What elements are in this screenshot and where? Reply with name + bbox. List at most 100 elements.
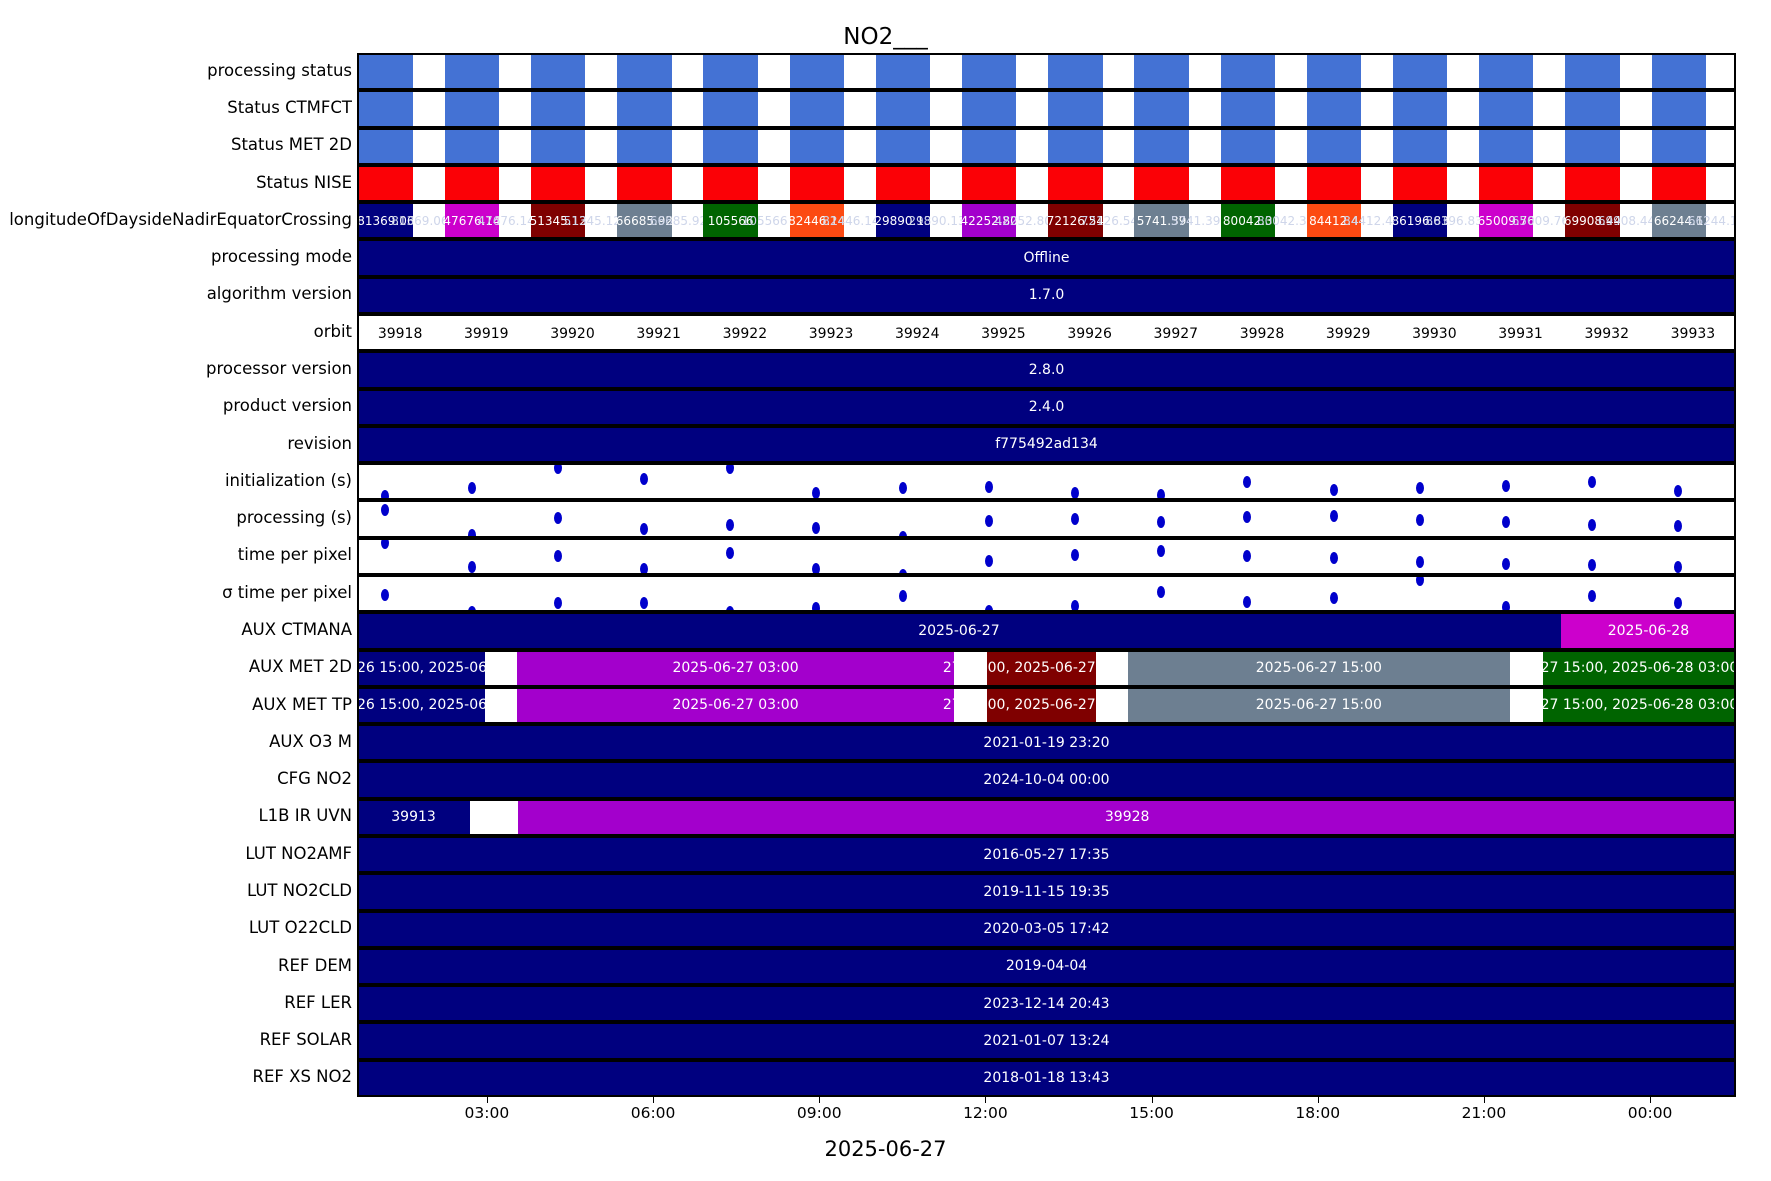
- aux-met-2d-segment: 2025-06-27 03:00: [516, 651, 955, 685]
- longitude-block: 65009.76: [1478, 204, 1535, 238]
- status-nise-band: [1220, 166, 1275, 201]
- row-label-processing-status: processing status: [207, 60, 352, 80]
- status-ctmfct-band: [962, 92, 1017, 126]
- longitude-block-overlap-label: 81369.06: [391, 213, 449, 228]
- x-axis-tick: [1483, 1097, 1485, 1103]
- row-label-l1b-ir-uvn: L1B IR UVN: [258, 806, 352, 826]
- data-point: [812, 562, 821, 573]
- aux-met-tp-segment: 2025-06-27 03:00: [516, 688, 955, 723]
- status-nise-band: [1392, 166, 1448, 201]
- data-point: [1070, 600, 1079, 611]
- data-point: [1243, 510, 1252, 523]
- longitude-block-overlap-label: 47676.14: [477, 213, 535, 228]
- timeline-row: 2021-01-19 23:20: [357, 724, 1736, 762]
- data-point: [1157, 544, 1166, 557]
- timeline-row: 2016-05-27 17:35: [357, 836, 1736, 874]
- data-point: [381, 503, 390, 516]
- status-ctmfct-band: [1479, 92, 1534, 126]
- longitude-block: 82446.14: [788, 204, 845, 238]
- status-ctmfct-band: [1565, 92, 1620, 126]
- status-met-2d-band: [1134, 129, 1189, 163]
- orbit-number: 39924: [894, 325, 940, 342]
- row-label-aux-met-tp: AUX MET TP: [252, 694, 352, 714]
- ref-xs-no2-value: 2018-01-18 13:43: [357, 1061, 1736, 1095]
- status-ctmfct-band: [1048, 92, 1103, 126]
- processing-status-band: [531, 55, 586, 89]
- row-label-orbit: orbit: [313, 321, 352, 341]
- data-point: [553, 512, 562, 525]
- data-point: [726, 465, 735, 474]
- data-point: [467, 606, 476, 611]
- data-point: [898, 482, 907, 495]
- data-point: [1415, 481, 1424, 494]
- processing-status-band: [1651, 55, 1706, 89]
- orbit-number: 39921: [636, 325, 681, 342]
- row-label-lut-no2amf: LUT NO2AMF: [245, 843, 352, 863]
- status-ctmfct-band: [1651, 92, 1706, 126]
- x-axis-tick-label: 09:00: [796, 1104, 842, 1122]
- longitude-block: 80042.3: [1220, 204, 1275, 238]
- processing-status-band: [789, 55, 844, 89]
- x-axis-tick-label: 21:00: [1461, 1104, 1507, 1122]
- longitude-block: 69908.44: [1564, 204, 1621, 238]
- timeline-row: 2019-11-15 19:35: [357, 873, 1736, 911]
- orbit-number: 39922: [722, 325, 768, 342]
- processing-status-band: [1306, 55, 1362, 89]
- data-point: [1501, 515, 1510, 528]
- processing-status-band: [703, 55, 758, 89]
- longitude-block-overlap-label: 65009.76: [1511, 213, 1569, 228]
- aux-met-tp-row: 26 15:00, 2025-06-27 03:00 2025-06-27 03:…: [357, 686, 1736, 725]
- timeline-row: 81369.06 81369.06 47676.14 47676.14 51345.12…: [357, 202, 1736, 240]
- aux-ctmana-segment: 2025-06-27: [357, 614, 1561, 648]
- longitude-block: 29890.13: [874, 204, 932, 238]
- x-axis-tick-label: 12:00: [963, 1104, 1008, 1122]
- status-ctmfct-band: [617, 92, 672, 126]
- l1b-ir-uvn-segment: 39913: [357, 800, 471, 834]
- timeline-row: 1.7.0: [357, 276, 1736, 314]
- longitude-block-overlap-label: 42252.80: [994, 213, 1052, 228]
- data-point: [553, 597, 562, 610]
- data-point: [812, 601, 821, 611]
- orbit-number: 39926: [1067, 325, 1112, 342]
- data-point: [1588, 559, 1597, 572]
- timeline-row: 2019-04-04: [357, 947, 1736, 986]
- timeline-row: 2018-01-18 13:43: [357, 1059, 1736, 1097]
- processing-status-band: [1048, 55, 1103, 89]
- status-met-2d-band: [358, 129, 414, 163]
- aux-met-tp-segment: 27 03:00, 2025-06-27 15:00: [943, 688, 1141, 723]
- timeline-row: [357, 90, 1736, 128]
- x-axis-tick-label: 18:00: [1295, 1104, 1341, 1122]
- data-point: [381, 588, 390, 601]
- status-ctmfct-band: [1220, 92, 1275, 126]
- data-point: [1674, 561, 1683, 573]
- status-met-2d-band: [1220, 129, 1275, 163]
- data-point: [1588, 475, 1597, 488]
- row-label-lut-o22cld: LUT O22CLD: [248, 918, 352, 938]
- data-point: [1329, 552, 1338, 565]
- aux-met-tp-segment: 26 15:00, 2025-06-27 03:00: [357, 688, 555, 723]
- row-label-longitudeofdaysidenadirequatorcrossing: longitudeOfDaysideNadirEquatorCrossing: [9, 209, 352, 229]
- x-axis-tick: [1650, 1097, 1652, 1103]
- orbit-number: 39930: [1412, 325, 1457, 342]
- timeline-row: Offline: [357, 239, 1736, 277]
- aux-met-2d-row: 26 15:00, 2025-06-27 03:00 2025-06-27 03:…: [357, 649, 1736, 687]
- row-label-aux-ctmana: AUX CTMANA: [241, 619, 352, 639]
- timeline-row: f775492ad134: [357, 425, 1736, 464]
- data-point: [1501, 558, 1510, 571]
- longitude-block-overlap-label: 82446.14: [822, 213, 880, 228]
- longitude-block-overlap-label: 84412.4: [1343, 213, 1393, 228]
- status-met-2d-band: [1565, 129, 1620, 163]
- status-ctmfct-band: [703, 92, 758, 126]
- timeline-row: 2.8.0: [357, 351, 1736, 389]
- status-met-2d-band: [703, 129, 758, 163]
- x-axis-tick: [1317, 1097, 1319, 1103]
- aux-met-2d-segment: 26 15:00, 2025-06-27 03:00: [357, 651, 555, 685]
- status-ctmfct-band: [531, 92, 586, 126]
- longitude-block-overlap-label: 66244.1: [1687, 213, 1736, 228]
- scatter-row-time-per-pixel: [357, 575, 1736, 613]
- orbit-number: 39932: [1584, 325, 1629, 342]
- orbit-number: 39918: [377, 325, 423, 342]
- aux-met-tp-segment: 2025-06-27 15:00: [1127, 688, 1510, 723]
- row-label-initialization-s: initialization (s): [224, 470, 352, 490]
- longitude-block-overlap-label: 86196.83: [1425, 213, 1483, 228]
